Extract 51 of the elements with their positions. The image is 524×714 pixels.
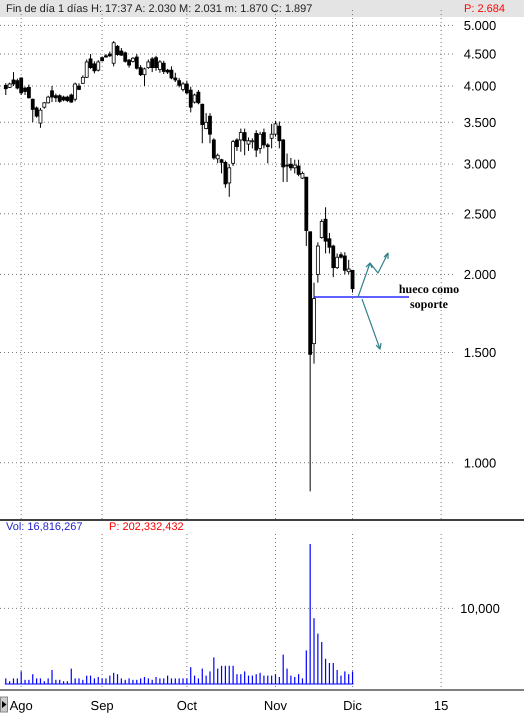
candlestick: [38, 107, 42, 128]
candlestick: [96, 60, 100, 72]
candlestick: [19, 76, 24, 96]
candlestick: [242, 128, 247, 156]
y-tick-label: 5.000: [464, 18, 496, 33]
candlestick: [123, 51, 128, 64]
candlestick: [227, 164, 232, 198]
y-tick-label: 4.500: [464, 46, 496, 62]
candlestick: [320, 218, 324, 240]
candlestick: [158, 60, 162, 74]
chart-subtitle: P: 2.684: [464, 3, 505, 15]
y-tick-label: 3.500: [464, 114, 496, 130]
candlestick: [342, 252, 347, 275]
candlestick: [324, 206, 328, 254]
candlestick: [270, 123, 274, 149]
candlestick: [73, 82, 78, 102]
candlestick: [26, 84, 31, 100]
x-tick-label: Oct: [176, 698, 198, 713]
chart-subtitle: P: 202,332,432: [109, 521, 184, 533]
candlestick: [181, 81, 185, 92]
x-tick-label: Nov: [264, 698, 288, 713]
y-tick-label: 2.000: [464, 266, 496, 282]
y-tick-label: 1.000: [464, 455, 496, 470]
x-tick-label: Dic: [343, 698, 362, 713]
candlestick: [50, 86, 54, 103]
candlestick: [231, 139, 236, 167]
candlestick: [154, 55, 158, 72]
candlestick: [258, 131, 262, 154]
y-tick-label: 2.500: [464, 206, 496, 222]
candlestick: [162, 60, 166, 75]
candlestick: [4, 82, 8, 96]
x-tick-label: 15: [434, 698, 448, 713]
y-tick-label: 4.000: [464, 78, 496, 94]
y-tick-label: 3.000: [464, 156, 496, 172]
candlestick: [292, 159, 297, 174]
chart-title: Vol: 16,816,267: [6, 521, 82, 533]
chart-title: Fin de día 1 días H: 17:37 A: 2.030 M: 2.031 m: 1.870 C: 1.897: [6, 3, 312, 15]
annotation: 10,000: [460, 600, 500, 616]
y-tick-label: 1.500: [464, 345, 496, 360]
candlestick: [12, 72, 16, 87]
x-tick-label: Sep: [90, 698, 114, 713]
candlestick: [238, 128, 243, 152]
candlestick: [112, 40, 116, 67]
ref-line-label: hueco como soporte: [398, 282, 460, 312]
candlestick: [170, 66, 174, 80]
candlestick: [192, 93, 196, 104]
candlestick: [150, 56, 154, 73]
candlestick: [30, 98, 35, 123]
candlestick: [296, 159, 301, 177]
candlestick: [254, 130, 258, 158]
x-tick-label: Ago: [10, 698, 33, 713]
